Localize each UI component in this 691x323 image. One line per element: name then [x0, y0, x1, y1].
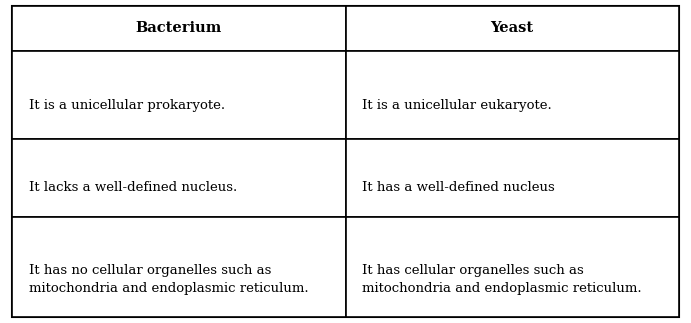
Text: It is a unicellular eukaryote.: It is a unicellular eukaryote.	[362, 99, 552, 112]
Text: It has cellular organelles such as
mitochondria and endoplasmic reticulum.: It has cellular organelles such as mitoc…	[362, 264, 642, 295]
Text: It has no cellular organelles such as
mitochondria and endoplasmic reticulum.: It has no cellular organelles such as mi…	[29, 264, 309, 295]
Text: It lacks a well-defined nucleus.: It lacks a well-defined nucleus.	[29, 181, 237, 194]
Bar	[346, 217, 679, 317]
Text: Yeast: Yeast	[491, 21, 533, 35]
Bar	[12, 217, 346, 317]
Text: It has a well-defined nucleus: It has a well-defined nucleus	[362, 181, 555, 194]
Bar	[12, 6, 346, 51]
Bar	[346, 6, 679, 51]
Text: It is a unicellular prokaryote.: It is a unicellular prokaryote.	[29, 99, 225, 112]
Bar	[346, 139, 679, 217]
Bar	[12, 51, 346, 139]
Bar	[12, 139, 346, 217]
Text: Bacterium: Bacterium	[136, 21, 222, 35]
Bar	[346, 51, 679, 139]
